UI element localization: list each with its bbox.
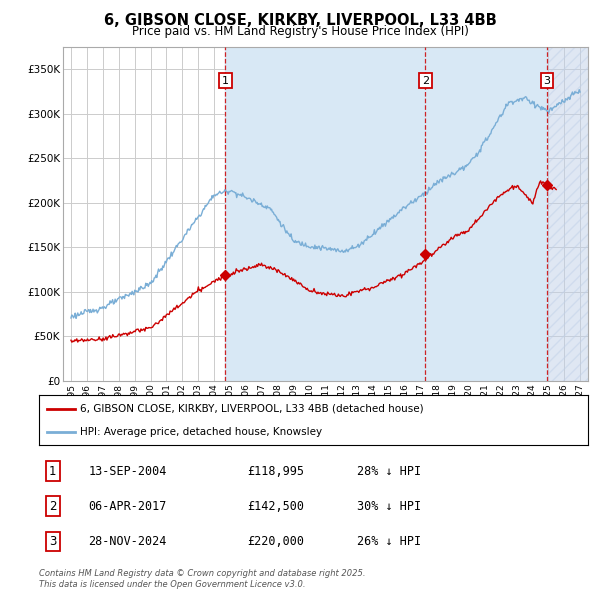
Text: Contains HM Land Registry data © Crown copyright and database right 2025.
This d: Contains HM Land Registry data © Crown c…	[39, 569, 365, 589]
Text: 3: 3	[544, 76, 550, 86]
Text: 30% ↓ HPI: 30% ↓ HPI	[358, 500, 422, 513]
Text: 2: 2	[422, 76, 429, 86]
Text: 6, GIBSON CLOSE, KIRKBY, LIVERPOOL, L33 4BB (detached house): 6, GIBSON CLOSE, KIRKBY, LIVERPOOL, L33 …	[80, 404, 424, 414]
Text: 2: 2	[49, 500, 56, 513]
Bar	[225, 47, 547, 381]
Text: 26% ↓ HPI: 26% ↓ HPI	[358, 535, 422, 548]
Text: 06-APR-2017: 06-APR-2017	[88, 500, 167, 513]
Text: £142,500: £142,500	[248, 500, 305, 513]
Text: £118,995: £118,995	[248, 464, 305, 478]
Text: 13-SEP-2004: 13-SEP-2004	[88, 464, 167, 478]
Text: £220,000: £220,000	[248, 535, 305, 548]
Text: 6, GIBSON CLOSE, KIRKBY, LIVERPOOL, L33 4BB: 6, GIBSON CLOSE, KIRKBY, LIVERPOOL, L33 …	[104, 13, 496, 28]
Text: Price paid vs. HM Land Registry's House Price Index (HPI): Price paid vs. HM Land Registry's House …	[131, 25, 469, 38]
Text: 28-NOV-2024: 28-NOV-2024	[88, 535, 167, 548]
Bar	[548, 47, 588, 381]
Text: 1: 1	[49, 464, 56, 478]
Text: HPI: Average price, detached house, Knowsley: HPI: Average price, detached house, Know…	[80, 427, 322, 437]
Text: 1: 1	[222, 76, 229, 86]
Text: 3: 3	[49, 535, 56, 548]
Text: 28% ↓ HPI: 28% ↓ HPI	[358, 464, 422, 478]
